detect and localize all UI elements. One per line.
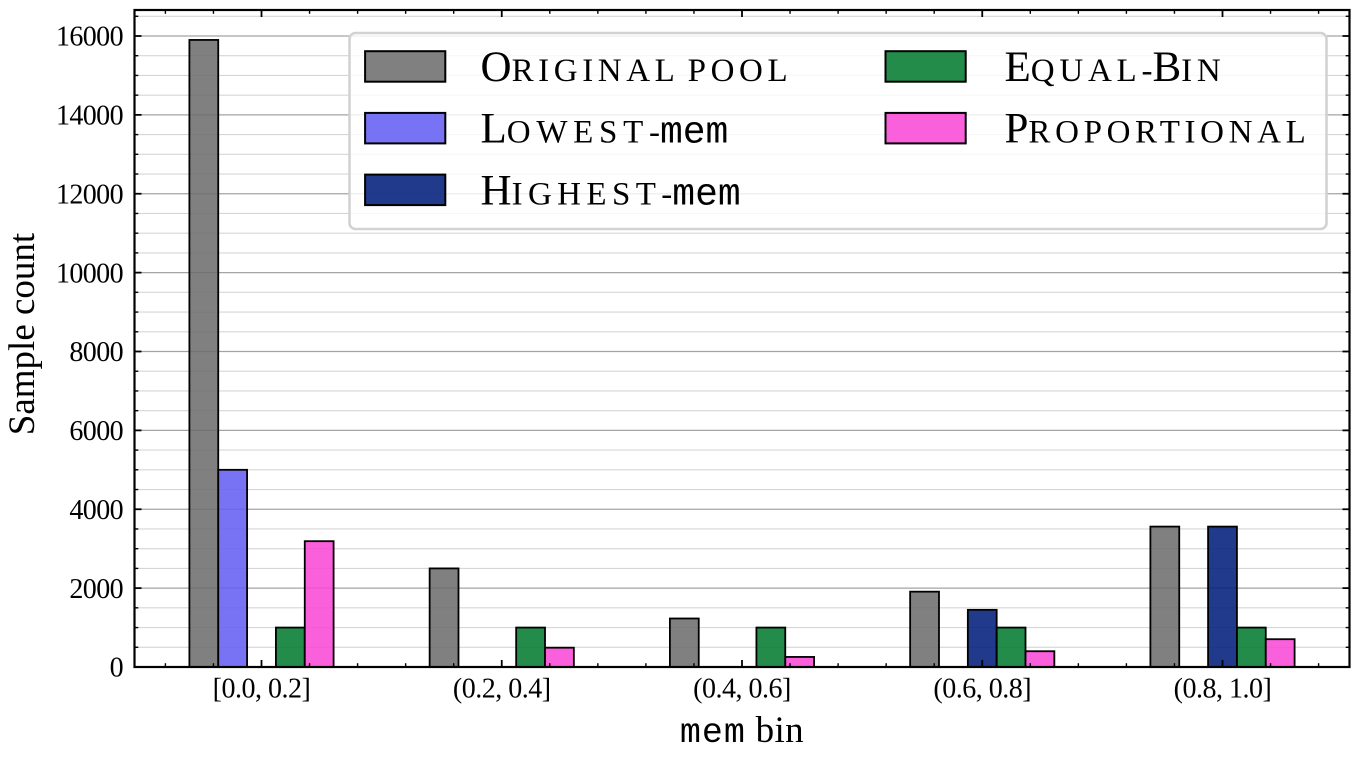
svg-text:2000: 2000 [69,574,123,605]
svg-text:LOWEST-mem: LOWEST-mem [481,106,729,155]
svg-text:(0.8, 1.0]: (0.8, 1.0] [1174,674,1272,705]
svg-text:(0.4, 0.6]: (0.4, 0.6] [693,674,791,705]
svg-text:HIGHEST-mem: HIGHEST-mem [481,167,741,216]
svg-text:(0.6, 0.8]: (0.6, 0.8] [933,674,1031,705]
svg-text:0: 0 [110,653,123,684]
svg-text:Sample count: Sample count [2,232,43,435]
svg-text:(0.2, 0.4]: (0.2, 0.4] [453,674,551,705]
svg-text:16000: 16000 [56,22,123,53]
svg-text:4000: 4000 [69,495,123,526]
svg-text:8000: 8000 [69,337,123,368]
svg-text:14000: 14000 [56,101,123,132]
svg-text:[0.0, 0.2]: [0.0, 0.2] [213,674,311,705]
svg-text:10000: 10000 [56,258,123,289]
svg-text:6000: 6000 [69,416,123,447]
svg-text:12000: 12000 [56,179,123,210]
svg-text:mem bin: mem bin [680,710,804,753]
